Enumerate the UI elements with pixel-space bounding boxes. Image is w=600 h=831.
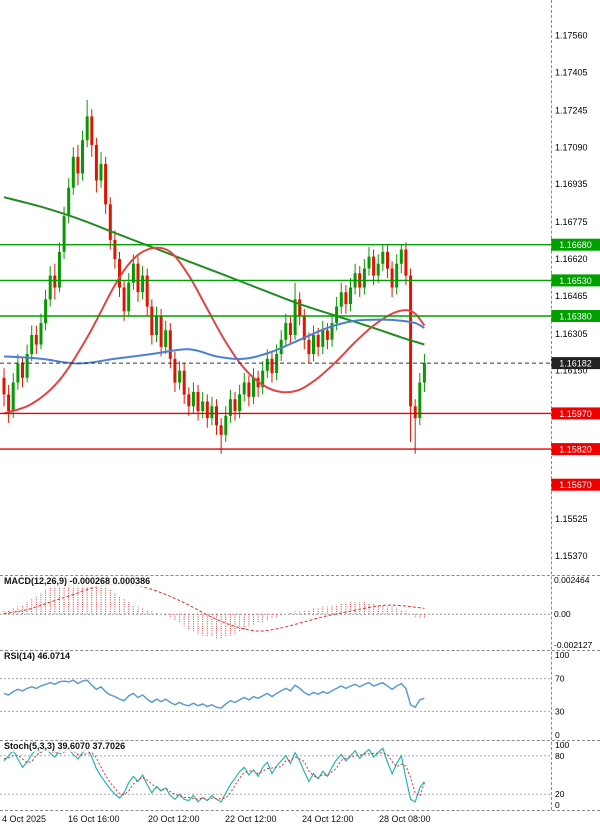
macd-label: MACD(12,26,9) -0.000268 0.000386 [2, 576, 153, 587]
stochastic-panel: Stoch(5,3,3) 39.6070 37.7026 100 80 20 0 [0, 740, 600, 810]
oscillator-axis-label: 80 [555, 751, 565, 761]
price-tick-label: 1.16620 [555, 254, 588, 264]
time-tick-label: 16 Oct 16:00 [68, 814, 120, 824]
ma-green [3, 196, 425, 346]
macd-axis: 0.002464 0.00 -0.002127 [554, 575, 593, 650]
price-tick-label: 1.17405 [555, 68, 588, 78]
price-tick-label: 1.17090 [555, 142, 588, 152]
oscillator-axis-label: 100 [555, 740, 569, 750]
time-tick-label: 24 Oct 12:00 [302, 814, 354, 824]
panel-separator [0, 740, 600, 741]
rsi-panel: RSI(14) 46.0714 100 70 30 0 [0, 650, 600, 740]
svg-text:1.15820: 1.15820 [559, 445, 592, 455]
rsi-line [3, 679, 425, 709]
support-resistance-levels [0, 243, 551, 450]
stoch-k-line [3, 746, 425, 803]
price-level-chip [551, 274, 600, 287]
price-level-chip [551, 443, 600, 456]
svg-text:1.16530: 1.16530 [559, 276, 592, 286]
price-panel: 1.17560 1.17405 1.17245 1.17090 1.16935 1.167… [0, 30, 600, 561]
oscillator-axis-label: 0 [555, 730, 560, 740]
price-level-chip [551, 478, 600, 491]
price-tick-label: 1.15370 [555, 551, 588, 561]
oscillator-axis-label: 20 [555, 789, 565, 799]
time-tick-label: 28 Oct 08:00 [379, 814, 431, 824]
price-axis: 1.17560 1.17405 1.17245 1.17090 1.16935 1.167… [551, 31, 600, 561]
rsi-label: RSI(14) 46.0714 [2, 651, 73, 662]
current-price-chip [551, 357, 600, 370]
time-axis: 4 Oct 2025 16 Oct 16:00 20 Oct 12:00 22 Oct… [0, 810, 600, 831]
svg-text:1.16680: 1.16680 [559, 240, 592, 250]
price-tick-label: 1.16465 [555, 291, 588, 301]
ma-blue [3, 318, 425, 365]
oscillator-axis-label: 70 [555, 674, 565, 684]
svg-text:1.15670: 1.15670 [559, 480, 592, 490]
stoch-k-series [3, 746, 425, 803]
rsi-series [3, 679, 425, 709]
price-tick-label: 1.16150 [555, 366, 588, 376]
axis-separator-line [551, 0, 552, 810]
price-level-chip [551, 310, 600, 322]
price-tick-label: 1.16935 [555, 179, 588, 189]
oscillator-axis-label: 100 [555, 650, 569, 660]
price-level-chip [551, 238, 600, 251]
svg-text:1.16182: 1.16182 [559, 359, 592, 369]
oscillator-axis: 100 70 30 0 [555, 650, 569, 740]
candlestick-series [2, 99, 426, 454]
price-level-chip [551, 407, 600, 420]
svg-text:1.16380: 1.16380 [559, 312, 592, 322]
macd-axis-label: -0.002127 [554, 640, 593, 650]
ma-red [3, 246, 426, 415]
price-tick-label: 1.16305 [555, 329, 588, 339]
moving-average-lines [3, 196, 426, 415]
rsi-chart-svg: 100 70 30 0 [0, 650, 569, 740]
guide-lines [0, 755, 551, 795]
time-tick-label: 22 Oct 12:00 [225, 814, 277, 824]
stochastic-label: Stoch(5,3,3) 39.6070 37.7026 [2, 741, 128, 752]
panel-separator [0, 575, 600, 576]
panel-separator [0, 650, 600, 651]
price-tick-label: 1.17560 [555, 31, 588, 41]
panel-separator [0, 810, 600, 811]
macd-axis-label: 0.002464 [554, 575, 590, 585]
macd-signal-line [3, 583, 425, 632]
time-tick-label: 4 Oct 2025 [2, 814, 47, 824]
price-tick-label: 1.16775 [555, 217, 588, 227]
oscillator-axis-label: 0 [555, 800, 560, 810]
price-tick-label: 1.15525 [555, 514, 588, 524]
svg-text:1.15970: 1.15970 [559, 409, 592, 419]
price-chart-svg: 1.17560 1.17405 1.17245 1.17090 1.16935 1.167… [0, 31, 600, 561]
time-tick-label: 20 Oct 12:00 [148, 814, 200, 824]
price-tick-label: 1.17245 [555, 106, 588, 116]
oscillator-axis-label: 30 [555, 706, 565, 716]
macd-axis-label: 0.00 [554, 609, 571, 619]
macd-panel: MACD(12,26,9) -0.000268 0.000386 0.00246… [0, 575, 600, 650]
